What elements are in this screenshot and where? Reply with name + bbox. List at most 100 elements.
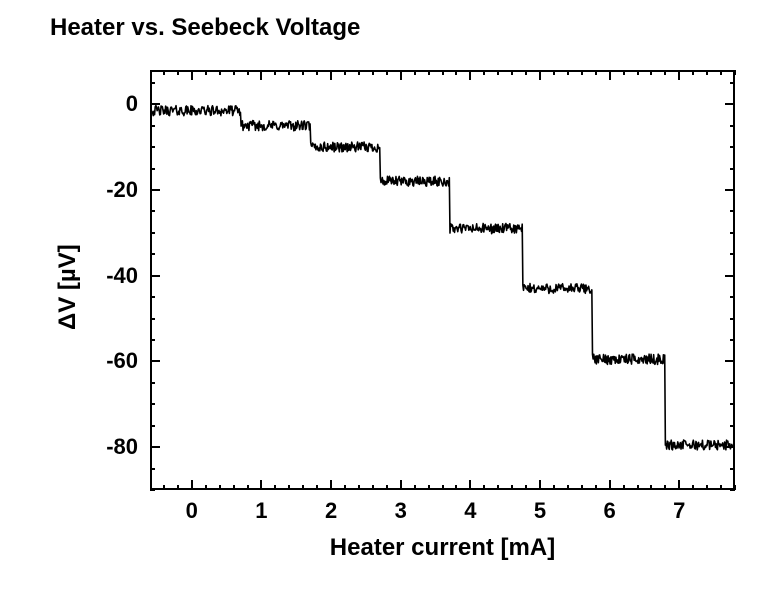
- x-minor-tick-top: [219, 70, 221, 75]
- y-minor-tick: [150, 253, 155, 255]
- x-minor-tick-top: [344, 70, 346, 75]
- x-minor-tick: [442, 485, 444, 490]
- chart-title: Heater vs. Seebeck Voltage: [50, 14, 360, 42]
- y-major-tick-right: [725, 189, 735, 191]
- x-minor-tick-top: [428, 70, 430, 75]
- y-minor-tick-right: [730, 82, 735, 84]
- y-minor-tick: [150, 125, 155, 127]
- x-major-tick: [400, 480, 402, 490]
- x-minor-tick: [692, 485, 694, 490]
- y-minor-tick-right: [730, 339, 735, 341]
- x-minor-tick-top: [177, 70, 179, 75]
- y-minor-tick-right: [730, 468, 735, 470]
- x-tick-label: 5: [534, 498, 546, 524]
- x-minor-tick-top: [274, 70, 276, 75]
- y-minor-tick-right: [730, 168, 735, 170]
- x-major-tick: [191, 480, 193, 490]
- figure: Heater vs. Seebeck Voltage Heater curren…: [0, 0, 781, 608]
- y-minor-tick: [150, 296, 155, 298]
- x-minor-tick: [288, 485, 290, 490]
- x-major-tick-top: [539, 70, 541, 80]
- x-axis-label: Heater current [mA]: [330, 534, 555, 562]
- y-minor-tick-right: [730, 210, 735, 212]
- y-minor-tick-right: [730, 425, 735, 427]
- y-tick-label: 0: [126, 91, 138, 117]
- x-minor-tick-top: [567, 70, 569, 75]
- x-minor-tick: [623, 485, 625, 490]
- x-minor-tick-top: [595, 70, 597, 75]
- x-minor-tick: [428, 485, 430, 490]
- x-tick-label: 6: [604, 498, 616, 524]
- x-major-tick: [330, 480, 332, 490]
- y-minor-tick: [150, 382, 155, 384]
- y-minor-tick-right: [730, 232, 735, 234]
- y-minor-tick: [150, 468, 155, 470]
- x-minor-tick: [553, 485, 555, 490]
- x-major-tick-top: [260, 70, 262, 80]
- plot-frame-right: [733, 70, 735, 490]
- x-minor-tick-top: [372, 70, 374, 75]
- y-minor-tick-right: [730, 403, 735, 405]
- y-minor-tick: [150, 210, 155, 212]
- x-minor-tick: [720, 485, 722, 490]
- x-major-tick: [260, 480, 262, 490]
- data-line-svg: [150, 70, 735, 490]
- x-tick-label: 1: [255, 498, 267, 524]
- x-minor-tick-top: [720, 70, 722, 75]
- x-minor-tick: [455, 485, 457, 490]
- y-minor-tick-right: [730, 382, 735, 384]
- y-minor-tick-right: [730, 125, 735, 127]
- x-major-tick-top: [469, 70, 471, 80]
- x-minor-tick: [483, 485, 485, 490]
- y-minor-tick: [150, 339, 155, 341]
- y-minor-tick: [150, 425, 155, 427]
- x-minor-tick-top: [233, 70, 235, 75]
- x-minor-tick-top: [623, 70, 625, 75]
- x-minor-tick-top: [511, 70, 513, 75]
- x-minor-tick-top: [734, 70, 736, 75]
- x-minor-tick-top: [442, 70, 444, 75]
- x-minor-tick-top: [637, 70, 639, 75]
- y-minor-tick-right: [730, 318, 735, 320]
- x-minor-tick-top: [483, 70, 485, 75]
- y-major-tick: [150, 275, 160, 277]
- y-major-tick-right: [725, 103, 735, 105]
- y-minor-tick-right: [730, 253, 735, 255]
- x-minor-tick: [302, 485, 304, 490]
- y-minor-tick: [150, 318, 155, 320]
- x-minor-tick: [372, 485, 374, 490]
- x-minor-tick: [706, 485, 708, 490]
- x-tick-label: 7: [673, 498, 685, 524]
- x-tick-label: 0: [186, 498, 198, 524]
- x-minor-tick: [247, 485, 249, 490]
- x-minor-tick: [344, 485, 346, 490]
- x-minor-tick-top: [455, 70, 457, 75]
- x-minor-tick-top: [650, 70, 652, 75]
- x-minor-tick-top: [581, 70, 583, 75]
- y-minor-tick: [150, 146, 155, 148]
- x-minor-tick-top: [247, 70, 249, 75]
- x-major-tick: [609, 480, 611, 490]
- x-minor-tick-top: [706, 70, 708, 75]
- x-major-tick: [539, 480, 541, 490]
- x-major-tick: [469, 480, 471, 490]
- x-minor-tick: [414, 485, 416, 490]
- x-minor-tick: [316, 485, 318, 490]
- x-minor-tick-top: [316, 70, 318, 75]
- x-minor-tick: [219, 485, 221, 490]
- y-minor-tick-right: [730, 146, 735, 148]
- x-minor-tick: [205, 485, 207, 490]
- plot-area: [150, 70, 735, 490]
- x-minor-tick: [233, 485, 235, 490]
- x-minor-tick-top: [497, 70, 499, 75]
- y-major-tick-right: [725, 446, 735, 448]
- x-major-tick: [678, 480, 680, 490]
- x-minor-tick: [595, 485, 597, 490]
- x-minor-tick-top: [358, 70, 360, 75]
- x-minor-tick: [581, 485, 583, 490]
- y-minor-tick: [150, 232, 155, 234]
- y-tick-label: -60: [106, 348, 138, 374]
- x-major-tick-top: [330, 70, 332, 80]
- x-minor-tick: [511, 485, 513, 490]
- series-seebeck: [150, 106, 735, 450]
